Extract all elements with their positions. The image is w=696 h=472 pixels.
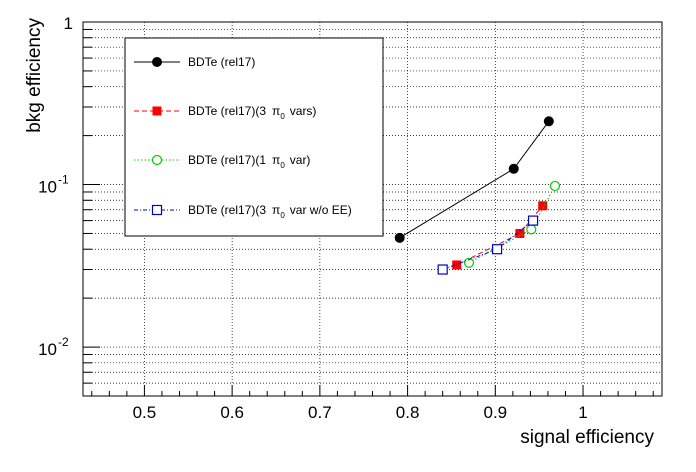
series	[394, 116, 561, 275]
x-tick-label: 0.6	[220, 403, 244, 422]
legend-box	[124, 37, 384, 237]
series-1	[394, 116, 554, 243]
legend-marker	[151, 204, 163, 216]
x-tick-label: 1	[578, 403, 587, 422]
legend-label-sub: 0	[280, 112, 285, 121]
legend-label-main: BDTe (rel17)(1	[188, 153, 266, 167]
y-tick-label: 10	[38, 178, 57, 197]
legend-label: BDTe (rel17)(3 π0 var w/o EE)	[188, 203, 352, 220]
y-tick-exponent: -2	[58, 335, 69, 349]
data-point	[437, 264, 448, 275]
legend-label-tail: var)	[290, 153, 311, 167]
data-point	[543, 116, 554, 127]
y-axis-label: bkg efficiency	[24, 18, 45, 133]
series-line	[456, 205, 544, 266]
legend-entry: BDTe (rel17)(3 π0 var w/o EE)	[134, 203, 352, 220]
data-point	[515, 228, 525, 238]
series-line	[442, 220, 534, 270]
data-point	[394, 232, 405, 243]
legend-label: BDTe (rel17)(1 π0 var)	[188, 153, 310, 170]
legend-label-pi: π	[272, 153, 280, 167]
series-3	[463, 180, 561, 268]
legend-label-pi: π	[272, 203, 280, 217]
legend-label: BDTe (rel17)(3 π0 vars)	[188, 104, 316, 121]
data-point	[538, 201, 548, 211]
legend-marker	[152, 57, 162, 67]
data-point	[452, 260, 462, 270]
axis-ticks	[83, 21, 654, 397]
x-axis-label: signal efficiency	[520, 427, 654, 448]
data-point	[508, 163, 519, 174]
x-tick-label: 0.9	[483, 403, 507, 422]
legend: BDTe (rel17)BDTe (rel17)(3 π0 vars)BDTe (r…	[124, 37, 384, 237]
legend-entry: BDTe (rel17)(1 π0 var)	[134, 153, 310, 170]
legend-label-sub: 0	[280, 211, 285, 220]
series-2	[452, 201, 548, 270]
x-tick-label: 0.5	[133, 403, 157, 422]
legend-label-sub: 0	[280, 161, 285, 170]
legend-label-main: BDTe (rel17)(3	[188, 203, 266, 217]
legend-label-tail: vars)	[290, 104, 317, 118]
legend-label-main: BDTe (rel17)(3	[188, 104, 266, 118]
data-point	[491, 244, 503, 255]
y-tick-labels: 10 -210 -11	[38, 14, 73, 359]
x-tick-label: 0.7	[308, 403, 332, 422]
legend-marker	[151, 154, 163, 166]
data-point	[527, 215, 539, 226]
legend-label-tail: var w/o EE)	[290, 203, 352, 217]
legend-label-pi: π	[272, 104, 280, 118]
legend-entry: BDTe (rel17)	[134, 55, 255, 69]
legend-marker	[152, 106, 162, 116]
data-point	[463, 257, 475, 268]
data-point	[526, 224, 537, 235]
y-tick-label: 1	[64, 14, 73, 33]
legend-entry: BDTe (rel17)(3 π0 vars)	[134, 104, 316, 121]
x-tick-labels: 0.5 0.6 0.7 0.8 0.9 1	[133, 403, 588, 422]
data-point	[549, 180, 561, 192]
y-tick-exponent: -1	[58, 173, 69, 187]
series-4	[437, 215, 539, 275]
legend-label: BDTe (rel17)	[188, 55, 255, 69]
y-tick-label: 10	[38, 340, 57, 359]
legend-label-main: BDTe (rel17)	[188, 55, 255, 69]
x-tick-label: 0.8	[396, 403, 420, 422]
series-line	[468, 185, 556, 264]
